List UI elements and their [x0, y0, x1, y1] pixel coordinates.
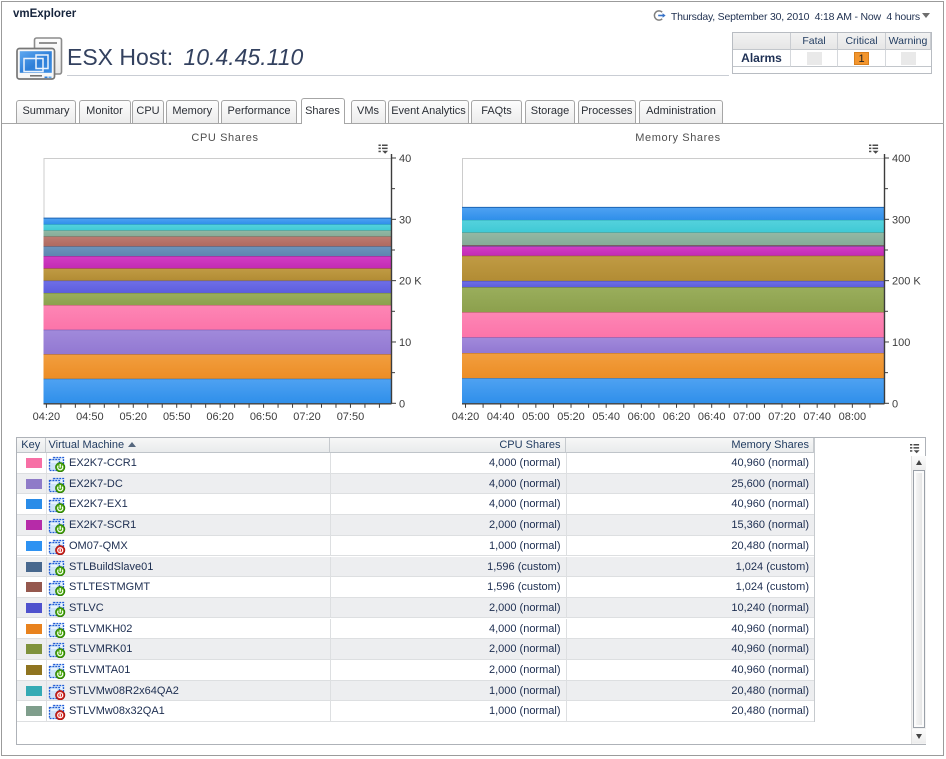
svg-text:30: 30	[399, 214, 411, 226]
svg-text:05:40: 05:40	[592, 411, 620, 423]
svg-text:04:50: 04:50	[76, 411, 104, 423]
svg-text:07:00: 07:00	[733, 411, 761, 423]
svg-text:08:00: 08:00	[839, 411, 867, 423]
svg-text:20 K: 20 K	[399, 276, 422, 288]
svg-text:06:50: 06:50	[250, 411, 278, 423]
svg-text:200 K: 200 K	[892, 276, 921, 288]
svg-text:04:20: 04:20	[33, 411, 61, 423]
svg-text:CPU Shares: CPU Shares	[191, 132, 258, 144]
svg-text:100: 100	[892, 337, 910, 349]
svg-text:Memory Shares: Memory Shares	[635, 132, 720, 144]
svg-text:07:20: 07:20	[768, 411, 796, 423]
svg-text:06:20: 06:20	[663, 411, 691, 423]
svg-text:06:00: 06:00	[628, 411, 656, 423]
svg-text:300: 300	[892, 214, 910, 226]
svg-text:07:50: 07:50	[337, 411, 365, 423]
svg-text:400: 400	[892, 153, 910, 165]
svg-text:40: 40	[399, 153, 411, 165]
svg-text:07:40: 07:40	[803, 411, 831, 423]
svg-text:04:20: 04:20	[452, 411, 480, 423]
svg-text:0: 0	[892, 398, 898, 410]
svg-text:05:00: 05:00	[522, 411, 550, 423]
svg-text:06:20: 06:20	[206, 411, 234, 423]
svg-text:10: 10	[399, 337, 411, 349]
svg-text:05:20: 05:20	[557, 411, 585, 423]
svg-text:06:40: 06:40	[698, 411, 726, 423]
svg-text:0: 0	[399, 398, 405, 410]
svg-text:07:20: 07:20	[293, 411, 321, 423]
svg-text:05:50: 05:50	[163, 411, 191, 423]
svg-text:04:40: 04:40	[487, 411, 515, 423]
svg-text:05:20: 05:20	[120, 411, 148, 423]
